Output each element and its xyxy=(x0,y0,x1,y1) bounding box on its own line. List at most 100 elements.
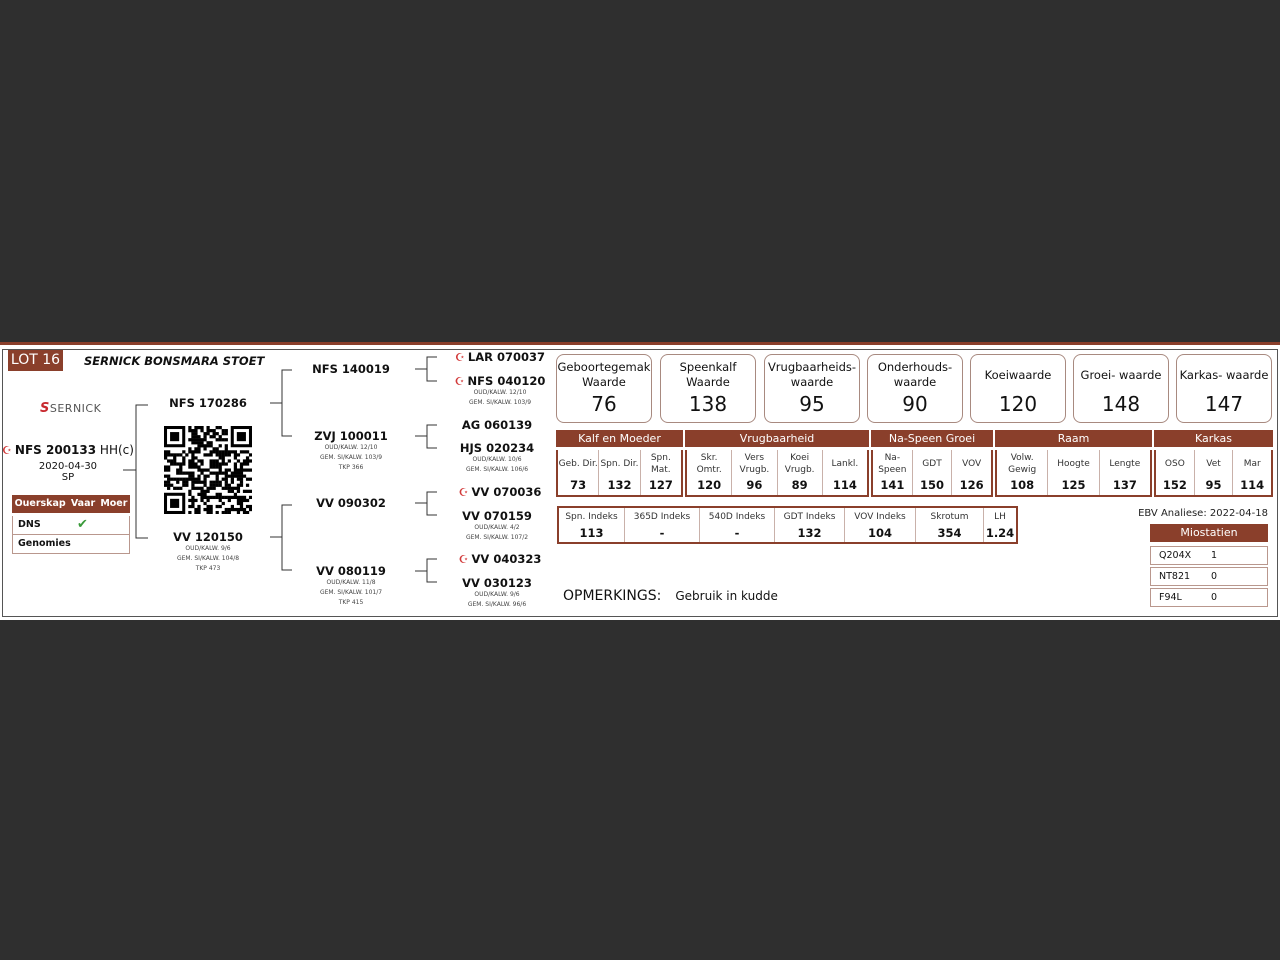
section-title: Raam xyxy=(995,430,1152,447)
grandparent-id: ZVJ 100011 xyxy=(314,429,388,443)
index-value: 354 xyxy=(937,526,962,540)
index-value: 113 xyxy=(579,526,604,540)
animal-info: ☪ NFS 200133 HH(c) 2020-04-30 SP xyxy=(2,443,134,483)
index-label: Spn. Indeks xyxy=(565,512,618,522)
ebv-label: Skr. Omtr. xyxy=(696,453,722,475)
value-number: 76 xyxy=(591,392,617,416)
sire-id: NFS 170286 xyxy=(169,396,247,410)
value-label: Speenkalf Waarde xyxy=(679,360,737,389)
great-grandparent-name: ☪ VV 040323 xyxy=(459,552,542,566)
great-grandparent-detail: GEM. SI/KALW. 103/9 xyxy=(468,399,532,406)
section-title: Karkas xyxy=(1154,430,1273,447)
ebv-cell: GDT 150 xyxy=(913,450,953,495)
dns-row: DNS ✔ xyxy=(12,516,130,535)
index-cell: Spn. Indeks 113 xyxy=(559,508,625,542)
great-grandparent-id: AG 060139 xyxy=(461,418,533,432)
section-cells: Geb. Dir. 73 Spn. Dir. 132 Spn. Mat. 127 xyxy=(556,450,683,497)
value-box: Koeiwaarde 120 xyxy=(970,354,1066,423)
ebv-label: Vers Vrugb. xyxy=(739,453,770,475)
ebv-label: Volw. Gewig xyxy=(1008,453,1037,475)
ebv-label: Lankl. xyxy=(831,459,859,469)
great-grandparent: VV 070159 OUD/KALW. 4/2 GEM. SI/KALW. 107/… xyxy=(462,509,532,543)
animal-code: SP xyxy=(61,472,75,483)
value-label: Groei- waarde xyxy=(1080,367,1162,382)
genomic-icon: ☪ xyxy=(458,486,469,499)
index-label: LH xyxy=(994,512,1006,522)
animal-id: NFS 200133 xyxy=(14,443,97,457)
great-grandparent-detail: GEM. SI/KALW. 107/2 xyxy=(465,534,529,541)
index-cell: VOV Indeks 104 xyxy=(845,508,916,542)
grandparent-detail: GEM. SI/KALW. 101/7 xyxy=(319,589,383,596)
ebv-label: VOV xyxy=(962,459,982,469)
ebv-value: 152 xyxy=(1162,478,1187,492)
great-grandparent-name: VV 070159 xyxy=(462,509,532,523)
index-value: 104 xyxy=(867,526,892,540)
ebv-cell: Volw. Gewig 108 xyxy=(997,450,1049,495)
grandparent-id: NFS 140019 xyxy=(312,362,390,376)
section-1: Vrugbaarheid Skr. Omtr. 120 Vers Vrugb. 96 Ko… xyxy=(685,430,869,497)
sernick-logo: SSERNICK xyxy=(40,401,102,416)
value-label: Onderhouds- waarde xyxy=(877,360,953,389)
great-grandparent-id: LAR 070037 xyxy=(467,350,545,364)
ebv-cell: VOV 126 xyxy=(952,450,991,495)
index-label: GDT Indeks xyxy=(783,512,836,522)
section-title: Vrugbaarheid xyxy=(685,430,869,447)
genomic-icon: ☪ xyxy=(2,444,12,457)
lot-number: LOT 16 xyxy=(8,350,63,371)
index-cell: 365D Indeks - xyxy=(625,508,700,542)
ebv-cell: Na- Speen 141 xyxy=(873,450,913,495)
grandparent-id: VV 080119 xyxy=(316,564,386,578)
grandparent-detail: GEM. SI/KALW. 103/9 xyxy=(319,454,383,461)
value-box: Onderhouds- waarde 90 xyxy=(867,354,963,423)
great-grandparent-name: HJS 020234 xyxy=(460,441,534,455)
great-grandparent: ☪ LAR 070037 xyxy=(455,350,545,364)
remarks: OPMERKINGS: Gebruik in kudde xyxy=(563,588,778,604)
mio-row: NT821 0 xyxy=(1150,567,1268,586)
ebv-label: Vet xyxy=(1206,459,1221,469)
value-box: Groei- waarde 148 xyxy=(1073,354,1169,423)
value-label: Karkas- waarde xyxy=(1179,367,1269,382)
great-grandparent: VV 030123 OUD/KALW. 9/6 GEM. SI/KALW. 96/6 xyxy=(462,576,532,610)
value-box: Karkas- waarde 147 xyxy=(1176,354,1272,423)
great-grandparent: HJS 020234 OUD/KALW. 10/6 GEM. SI/KALW. 10… xyxy=(460,441,534,475)
index-value: 1.24 xyxy=(985,526,1015,540)
value-number: 147 xyxy=(1204,392,1244,416)
index-cell: GDT Indeks 132 xyxy=(775,508,845,542)
birth-date: 2020-04-30 xyxy=(38,461,98,472)
dam-header: Moer xyxy=(100,498,128,509)
genomic-row: Genomies xyxy=(12,535,130,554)
value-label: Geboortegemak Waarde xyxy=(557,360,651,389)
ebv-label: Mar xyxy=(1243,459,1261,469)
section-title: Kalf en Moeder xyxy=(556,430,683,447)
index-table: Spn. Indeks 113 365D Indeks - 540D Indeks - GD… xyxy=(557,506,1018,544)
qr-code xyxy=(164,426,252,514)
value-number: 90 xyxy=(902,392,928,416)
ebv-value: 96 xyxy=(746,478,763,492)
great-grandparent-name: ☪ LAR 070037 xyxy=(455,350,545,364)
ebv-value: 126 xyxy=(959,478,984,492)
great-grandparent: ☪ NFS 040120 OUD/KALW. 12/10 GEM. SI/KALW. … xyxy=(455,374,546,408)
ebv-cell: Spn. Dir. 132 xyxy=(599,450,641,495)
ebv-value: 141 xyxy=(880,478,905,492)
ebv-label: Geb. Dir. xyxy=(558,459,598,469)
ebv-value: 89 xyxy=(791,478,808,492)
genomic-icon: ☪ xyxy=(458,553,469,566)
ebv-cell: Vers Vrugb. 96 xyxy=(732,450,778,495)
animal-tag: HH(c) xyxy=(99,443,134,457)
ebv-date: EBV Analiese: 2022-04-18 xyxy=(1138,508,1268,519)
great-grandparent-id: VV 070036 xyxy=(471,485,542,499)
grandparent-detail: OUD/KALW. 12/10 xyxy=(324,444,378,451)
index-cell: 540D Indeks - xyxy=(700,508,775,542)
ebv-cell: OSO 152 xyxy=(1156,450,1195,495)
ebv-cell: Hoogte 125 xyxy=(1048,450,1100,495)
index-cell: LH 1.24 xyxy=(984,508,1016,542)
great-grandparent-id: NFS 040120 xyxy=(467,374,546,388)
ebv-value: 137 xyxy=(1112,478,1137,492)
ebv-value: 95 xyxy=(1205,478,1222,492)
grandparent: VV 090302 xyxy=(316,496,386,510)
great-grandparent-detail: OUD/KALW. 4/2 xyxy=(474,524,520,531)
great-grandparent: ☪ VV 040323 xyxy=(459,552,542,566)
mio-row: Q204X 1 xyxy=(1150,546,1268,565)
value-label: Koeiwaarde xyxy=(984,367,1052,382)
great-grandparent-name: ☪ VV 070036 xyxy=(459,485,542,499)
